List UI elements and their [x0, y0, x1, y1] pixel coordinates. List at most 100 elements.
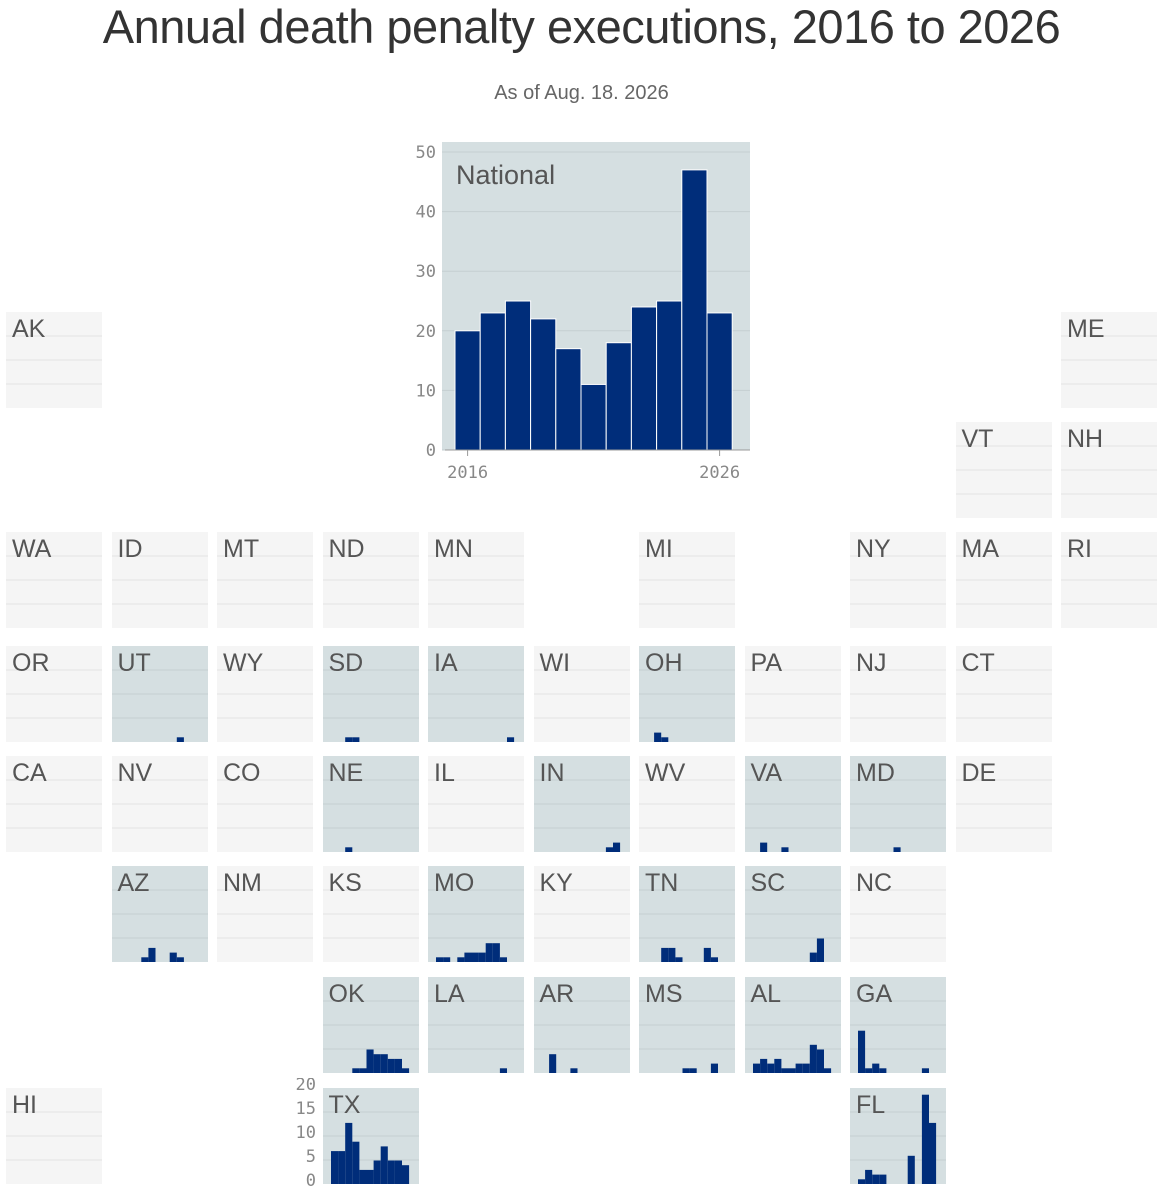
state-chart-nd: [322, 532, 419, 628]
state-label: NC: [856, 869, 893, 897]
state-tile-nv: NV: [111, 756, 208, 852]
state-label: GA: [856, 980, 893, 1008]
bar-tx-2023: [380, 1146, 388, 1184]
state-chart-tn: [639, 866, 735, 962]
state-chart-ny: [850, 532, 946, 628]
bar-az-2020: [147, 947, 155, 962]
state-chart-al: [744, 977, 841, 1073]
bar-mo-2016: [436, 957, 444, 962]
bar-al-2025: [816, 1049, 824, 1073]
bar-tx-2018: [344, 1122, 352, 1184]
bar-in-2025: [605, 847, 613, 852]
state-tile-sd: SD: [322, 646, 419, 742]
bar-tn-2018: [661, 947, 669, 962]
bar-al-2019: [773, 1058, 781, 1073]
national-bar-2021: [580, 383, 607, 451]
state-chart-hi: [6, 1088, 102, 1184]
bar-fl-2018: [872, 1174, 880, 1184]
bar-va-2020: [780, 847, 788, 852]
state-label: IN: [539, 759, 565, 787]
bar-ga-2025: [921, 1068, 929, 1073]
bar-tx-2026: [401, 1165, 409, 1184]
state-label: TN: [645, 869, 679, 897]
state-tile-ar: AR: [533, 977, 630, 1073]
bar-mo-2017: [443, 957, 451, 962]
national-bar-2019: [530, 318, 557, 451]
national-y-tick: 40: [416, 203, 436, 223]
small-y-tick: 20: [296, 1078, 316, 1095]
state-label: IA: [434, 649, 458, 677]
bar-ut-2024: [176, 737, 184, 742]
bar-al-2016: [752, 1063, 760, 1073]
bar-al-2024: [809, 1044, 817, 1073]
national-y-tick: 30: [416, 262, 436, 282]
bar-sc-2024: [809, 952, 817, 962]
bar-sc-2025: [816, 938, 824, 962]
bar-ga-2016: [858, 1030, 866, 1073]
small-y-tick: 5: [306, 1147, 316, 1167]
bar-tn-2020: [675, 957, 683, 962]
bar-al-2023: [802, 1063, 810, 1073]
national-x-tick: 2026: [699, 463, 740, 483]
state-label: NM: [223, 869, 262, 897]
state-chart-nm: [217, 866, 313, 962]
state-label: WA: [12, 535, 52, 563]
national-bar-2020: [555, 348, 582, 451]
state-chart-tx: [322, 1088, 419, 1184]
state-label: OR: [12, 649, 50, 677]
national-bar-2016: [454, 330, 481, 451]
bar-tx-2016: [330, 1151, 338, 1184]
state-tile-hi: HI: [6, 1088, 102, 1184]
bar-mo-2019: [457, 957, 465, 962]
bar-fl-2017: [865, 1169, 873, 1184]
bar-oh-2018: [661, 737, 669, 742]
state-label: SC: [750, 869, 786, 897]
state-tile-nd: ND: [322, 532, 419, 628]
state-tile-in: IN: [533, 756, 630, 852]
bar-az-2019: [140, 957, 148, 962]
national-x-tick: 2016: [447, 463, 488, 483]
state-tile-ct: CT: [955, 646, 1052, 742]
national-y-tick: 20: [416, 322, 436, 342]
state-chart-ma: [955, 532, 1052, 628]
state-tile-ma: MA: [955, 532, 1052, 628]
state-chart-nv: [111, 756, 208, 852]
bar-al-2026: [823, 1068, 831, 1073]
small-y-tick: 0: [306, 1171, 316, 1188]
state-label: NY: [856, 535, 891, 563]
state-label: LA: [434, 980, 465, 1008]
state-chart-nj: [850, 646, 946, 742]
state-tile-ia: IA: [428, 646, 524, 742]
state-tile-ks: KS: [322, 866, 419, 962]
state-label: TX: [328, 1091, 361, 1119]
state-label: RI: [1067, 535, 1092, 563]
state-chart-ia: [428, 646, 524, 742]
bar-tx-2017: [337, 1151, 345, 1184]
state-chart-ga: [850, 977, 946, 1073]
bar-al-2018: [766, 1063, 774, 1073]
state-label: NH: [1067, 425, 1104, 453]
bar-ga-2019: [879, 1068, 887, 1073]
state-chart-ca: [6, 756, 102, 852]
bar-fl-2016: [858, 1179, 866, 1184]
bar-mo-2021: [471, 952, 479, 962]
small-multiple-y-axis: 0 5 10 15 20: [296, 1078, 316, 1188]
bar-ms-2021: [682, 1068, 690, 1073]
state-chart-nh: [1061, 422, 1157, 518]
state-label: DE: [961, 759, 997, 787]
state-chart-fl: [850, 1088, 946, 1184]
state-label: WY: [223, 649, 264, 677]
bar-sd-2018: [344, 737, 352, 742]
national-y-tick: 10: [416, 381, 436, 401]
state-label: HI: [12, 1091, 37, 1119]
state-tile-mn: MN: [428, 532, 524, 628]
bar-ga-2017: [865, 1068, 873, 1073]
small-y-tick: 15: [296, 1099, 316, 1119]
state-chart-oh: [639, 646, 735, 742]
state-tile-ky: KY: [533, 866, 630, 962]
chart-subtitle: As of Aug. 18. 2026: [494, 82, 669, 104]
national-chart: 0 10 20 30 40 50 2016 2026 National: [416, 142, 750, 483]
bar-ok-2025: [394, 1058, 402, 1073]
bar-ok-2023: [380, 1054, 388, 1073]
bar-ok-2024: [387, 1058, 395, 1073]
